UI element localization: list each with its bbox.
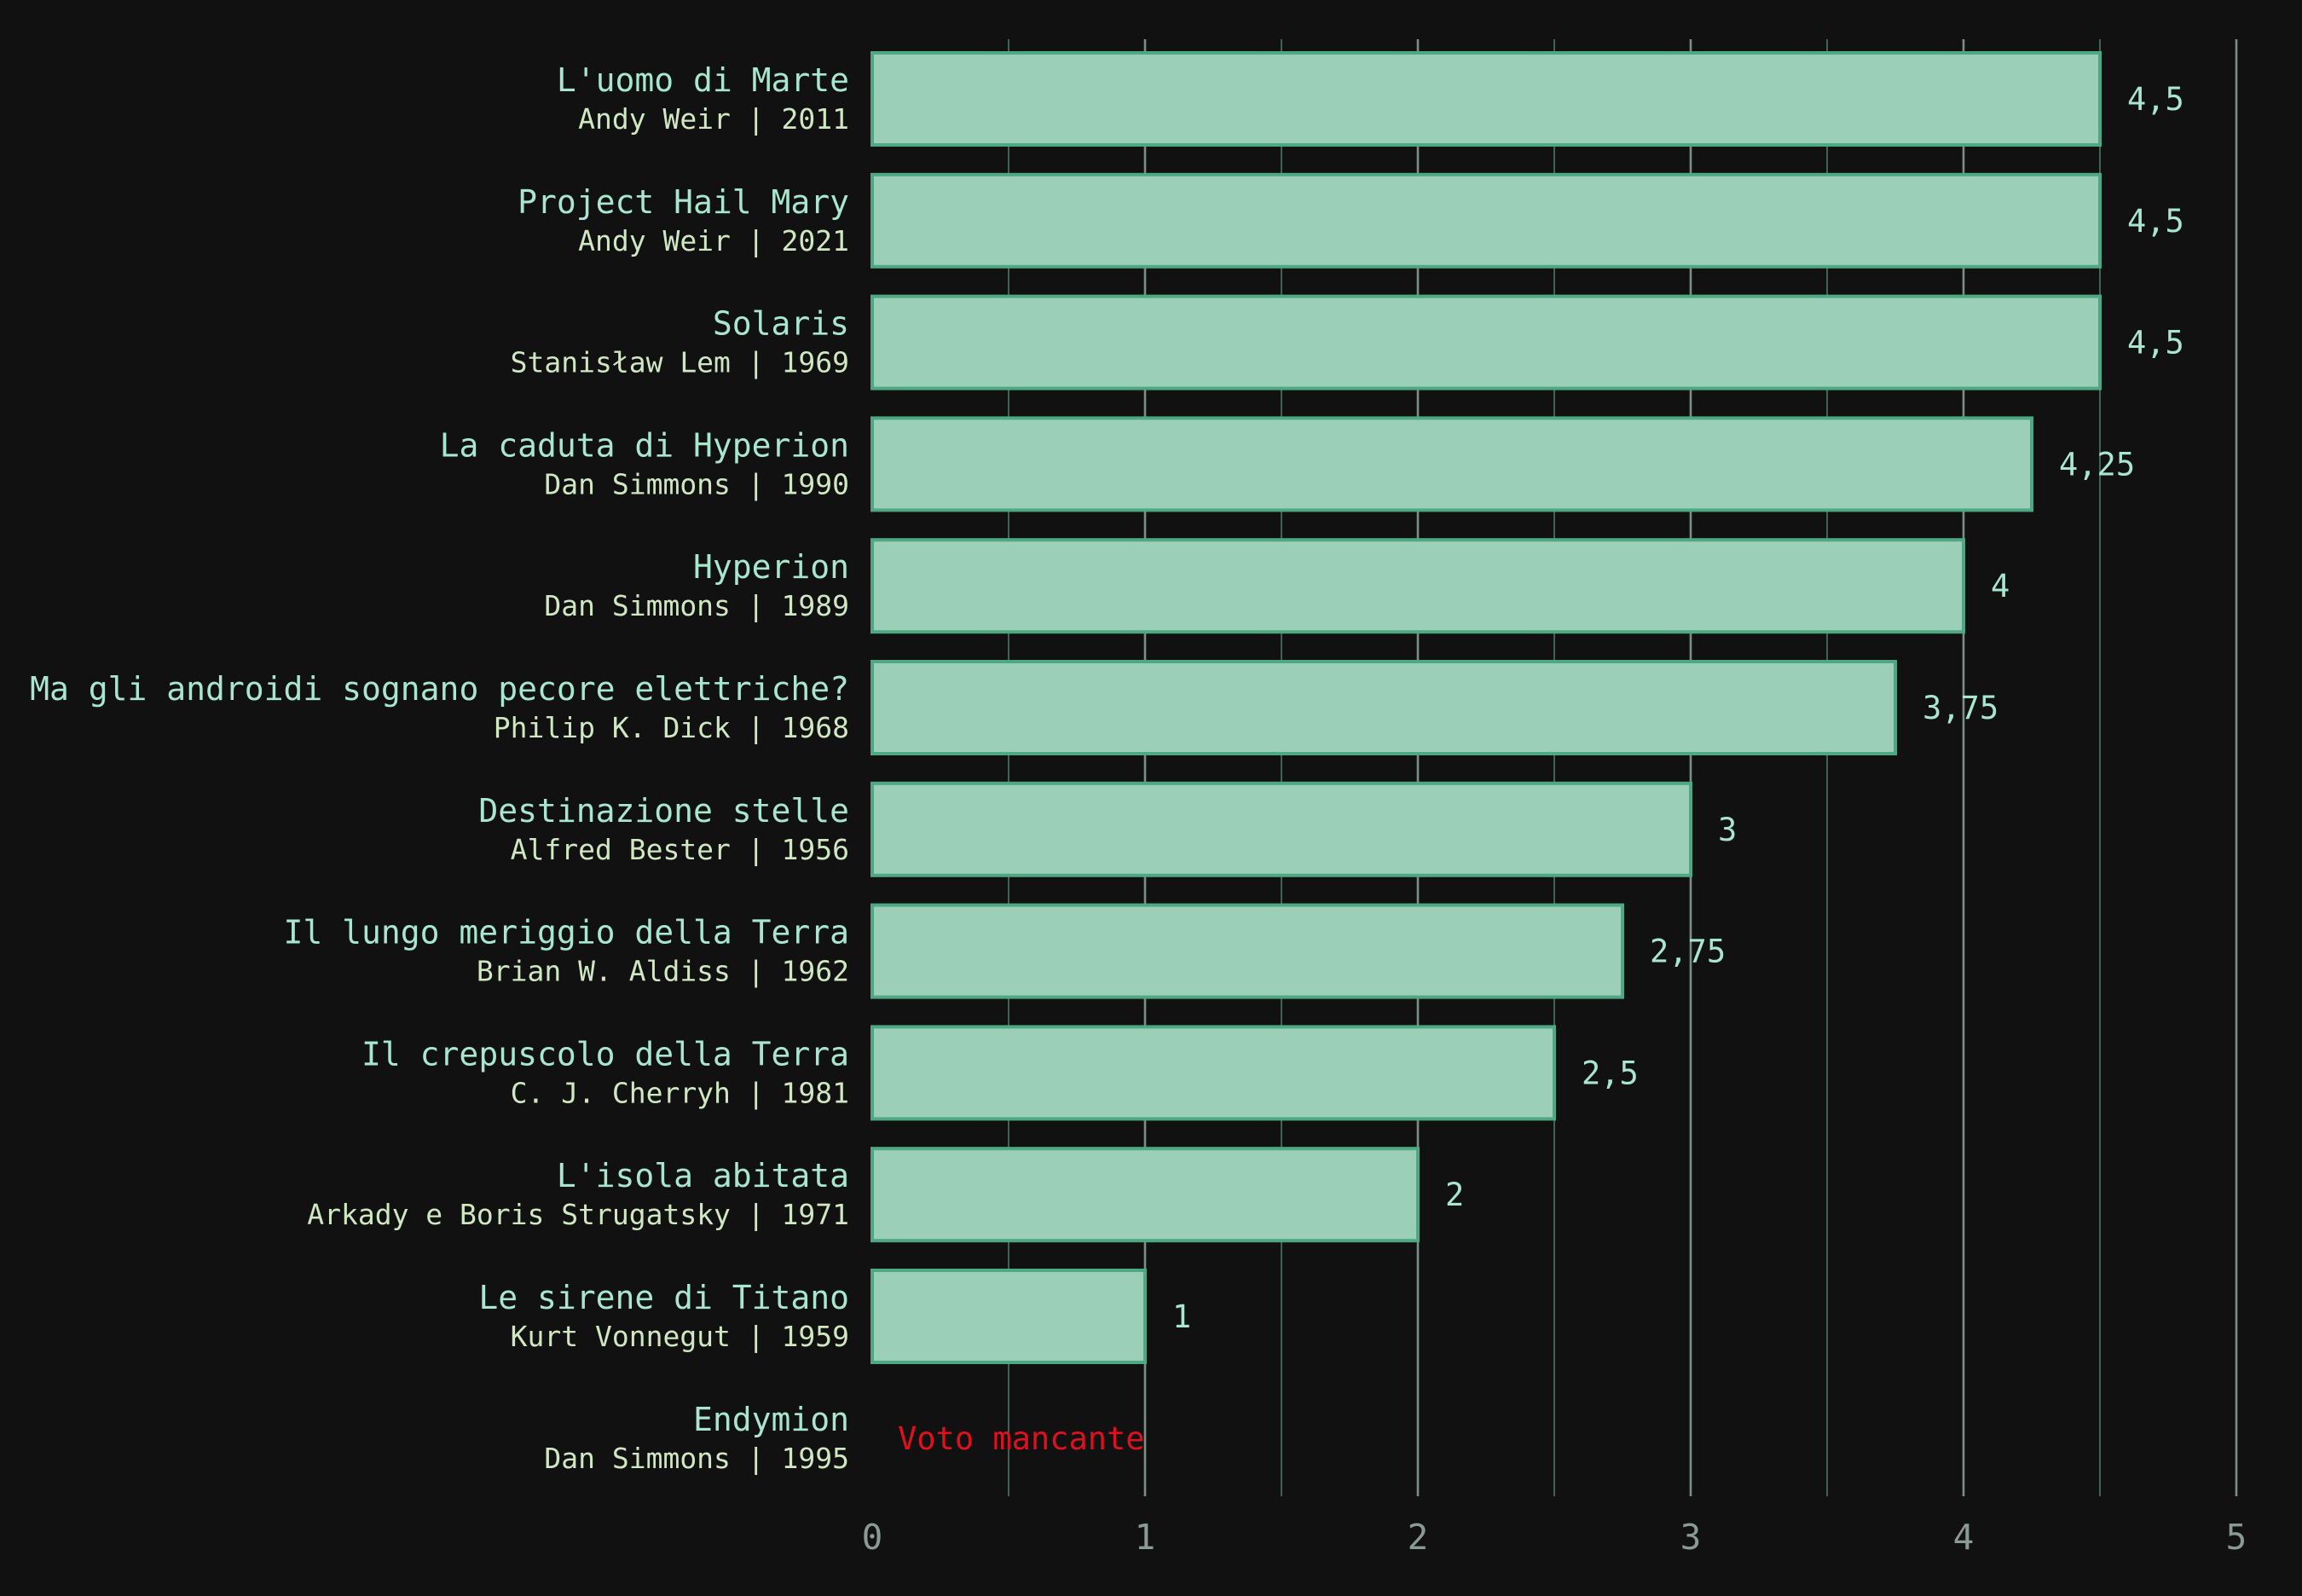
bar-value-label: 2,5	[1582, 1055, 1639, 1091]
grid-layer	[1008, 39, 2238, 1496]
bar-title-label: Il lungo meriggio della Terra	[284, 914, 849, 951]
bar-subtitle-label: Dan Simmons | 1989	[544, 589, 849, 622]
bar	[870, 660, 1897, 755]
bar-subtitle-label: Andy Weir | 2011	[578, 102, 849, 136]
bar-title-label: Hyperion	[693, 548, 849, 586]
x-tick-label: 1	[1135, 1517, 1156, 1558]
bar-subtitle-label: Alfred Bester | 1956	[511, 833, 849, 866]
bar	[870, 1269, 1147, 1364]
bar-title-label: Le sirene di Titano	[478, 1279, 849, 1316]
bar	[870, 538, 1965, 634]
bar	[870, 1147, 1420, 1243]
bar	[870, 416, 2033, 512]
x-tick-label: 4	[1953, 1517, 1975, 1558]
bars-layer	[870, 51, 2102, 1364]
bar-value-label: 2	[1445, 1177, 1464, 1213]
bar-title-label: L'uomo di Marte	[557, 61, 849, 99]
bar-subtitle-label: Arkady e Boris Strugatsky | 1971	[307, 1198, 849, 1231]
bar	[870, 1025, 1556, 1121]
bar-subtitle-label: Philip K. Dick | 1968	[494, 711, 849, 744]
bar-subtitle-label: Kurt Vonnegut | 1959	[511, 1320, 849, 1353]
bar-title-label: Ma gli androidi sognano pecore elettrich…	[30, 670, 849, 708]
bar-title-label: Destinazione stelle	[478, 792, 849, 830]
bar-value-label: 4,5	[2127, 203, 2184, 240]
bar-title-label: Endymion	[693, 1401, 849, 1438]
bar-subtitle-label: Stanisław Lem | 1969	[511, 346, 849, 379]
bar-value-label: 2,75	[1650, 934, 1726, 970]
bar-value-label: 4,5	[2127, 81, 2184, 118]
x-axis-ticks: 0 1 2 3 4 5	[862, 1517, 2247, 1558]
bar-title-label: Il crepuscolo della Terra	[361, 1035, 849, 1073]
x-tick-label: 5	[2226, 1517, 2247, 1558]
x-tick-label: 2	[1408, 1517, 1429, 1558]
bar-value-label: 3	[1718, 812, 1737, 848]
bar-value-label: 1	[1172, 1298, 1191, 1335]
bar-title-label: Project Hail Mary	[518, 183, 849, 221]
bar-subtitle-label: Dan Simmons | 1995	[544, 1442, 849, 1475]
bar	[870, 781, 1692, 877]
bar	[870, 903, 1624, 999]
bar-value-label: 4	[1991, 568, 2010, 604]
bar-subtitle-label: Dan Simmons | 1990	[544, 467, 849, 500]
bar-title-label: L'isola abitata	[557, 1157, 849, 1194]
bar-subtitle-label: C. J. Cherryh | 1981	[511, 1076, 849, 1109]
bar	[870, 51, 2102, 147]
bar-value-label: 4,25	[2059, 446, 2135, 483]
bar-subtitle-label: Brian W. Aldiss | 1962	[477, 955, 849, 988]
x-tick-label: 0	[862, 1517, 883, 1558]
bar-subtitle-label: Andy Weir | 2021	[578, 224, 849, 257]
bar	[870, 294, 2102, 390]
bar-value-label: 3,75	[1923, 690, 1998, 726]
bar-title-label: La caduta di Hyperion	[440, 426, 849, 464]
bar	[870, 172, 2102, 269]
bar-value-label: 4,5	[2127, 325, 2184, 361]
bar-title-label: Solaris	[713, 305, 849, 343]
missing-rating-label: Voto mancante	[898, 1420, 1145, 1457]
x-tick-label: 3	[1680, 1517, 1702, 1558]
